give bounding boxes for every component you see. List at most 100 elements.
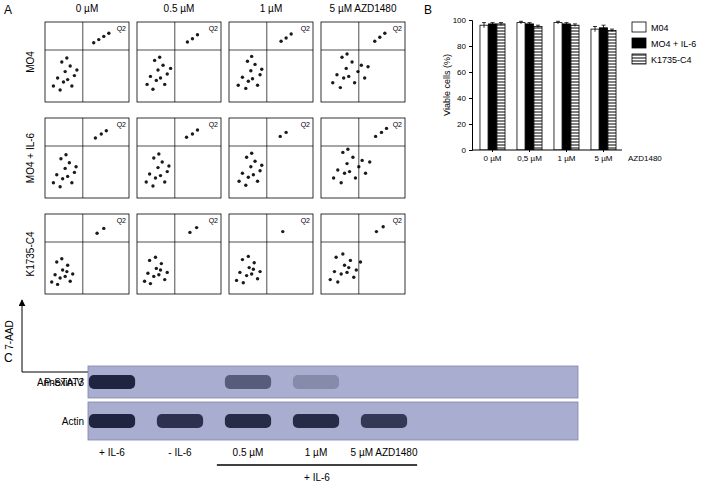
tick: 1 µM (558, 150, 576, 163)
error-bar (536, 25, 540, 28)
gate-line (174, 214, 175, 294)
event-dot (335, 73, 338, 76)
event-dot (149, 282, 152, 285)
lane-label: 5 µM AZD1480 (351, 447, 418, 458)
event-dot (368, 160, 371, 163)
column-header: 5 µM AZD1480 (330, 3, 397, 14)
event-dot (163, 180, 166, 183)
event-dot (65, 270, 68, 273)
error-bar (593, 27, 597, 32)
x-axis: 0 µM0,5 µM1 µM5 µM (472, 150, 622, 163)
row-label: K1735-C4 (25, 231, 36, 276)
quadrant-label: Q2 (209, 217, 218, 225)
event-dot (163, 83, 166, 86)
event-dot (159, 268, 162, 271)
bar (571, 25, 579, 150)
flow-plot: Q2 (229, 22, 313, 102)
event-dot (258, 169, 261, 172)
event-dot (347, 266, 350, 269)
error-bar (573, 24, 577, 27)
plot-frame (45, 22, 129, 102)
tick-label: 60 (457, 68, 466, 77)
event-dot (59, 157, 62, 160)
plot-frame (137, 214, 221, 294)
event-dot (250, 55, 253, 58)
marks (45, 22, 129, 102)
marks (229, 118, 313, 198)
marks (137, 214, 221, 294)
quadrant-label: Q2 (209, 121, 218, 129)
event-dot (353, 81, 356, 84)
tick-label: 80 (457, 42, 466, 51)
bar (525, 24, 533, 150)
event-dot (331, 81, 334, 84)
event-dot (258, 270, 261, 273)
event-dot (332, 176, 335, 179)
gate-line (174, 22, 175, 102)
column-header: 1 µM (260, 3, 282, 14)
legend-swatch (632, 22, 646, 32)
event-dot (334, 256, 337, 259)
flow-plot: Q2 (45, 22, 129, 102)
event-dot (154, 176, 157, 179)
event-dot (345, 271, 348, 274)
event-dot (374, 135, 377, 138)
y-axis: 020406080100 (453, 16, 473, 155)
event-dot (339, 272, 342, 275)
event-dot (355, 268, 358, 271)
gate-line (229, 146, 313, 147)
event-dot (256, 180, 259, 183)
column-header: 0 µM (76, 3, 98, 14)
event-dot (152, 275, 155, 278)
event-dot (247, 176, 250, 179)
row-label: MO4 (25, 51, 36, 73)
event-dot (347, 75, 350, 78)
legend: M04MO4 + IL-6K1735-C4 (632, 22, 696, 65)
error-bar (482, 23, 486, 28)
event-dot (252, 268, 255, 271)
gate-line (229, 242, 313, 243)
event-dot (340, 56, 343, 59)
quadrant-label: Q2 (117, 217, 126, 225)
tick-mark (603, 150, 604, 152)
flow-plot: Q2 (229, 118, 313, 198)
event-dot (155, 267, 158, 270)
quadrant-label: Q2 (393, 25, 402, 33)
event-dot (250, 272, 253, 275)
event-dot (75, 68, 78, 71)
blot-band (361, 375, 407, 389)
quadrant-label: Q2 (301, 217, 310, 225)
lane-label: - IL-6 (168, 447, 192, 458)
blot-strip (88, 366, 578, 398)
event-dot (363, 76, 366, 79)
event-dot (260, 164, 263, 167)
legend-label: M04 (651, 23, 669, 33)
event-dot (260, 68, 263, 71)
event-dot (166, 271, 169, 274)
tick-mark (469, 124, 472, 125)
blot-band (225, 375, 271, 389)
legend-item: MO4 + IL-6 (632, 38, 696, 49)
error-bar (556, 21, 560, 24)
column-header: 0.5 µM (164, 3, 195, 14)
event-dot (61, 177, 64, 180)
tick-label: 0 µM (484, 154, 502, 163)
event-dot (161, 63, 164, 66)
event-dot (145, 83, 148, 86)
marks (137, 22, 221, 102)
event-dot (95, 232, 98, 235)
event-dot (64, 153, 67, 156)
blot-strip (88, 402, 578, 440)
marks (321, 214, 405, 294)
event-dot (148, 172, 151, 175)
gate-line (321, 50, 405, 51)
bar (480, 25, 488, 150)
event-dot (157, 152, 160, 155)
gate-line (229, 50, 313, 51)
error-bar (610, 29, 614, 32)
event-dot (360, 159, 363, 162)
error-bar (499, 23, 503, 26)
event-dot (50, 280, 53, 283)
flow-plot: Q2 (137, 22, 221, 102)
tick-label: 0 (462, 146, 467, 155)
